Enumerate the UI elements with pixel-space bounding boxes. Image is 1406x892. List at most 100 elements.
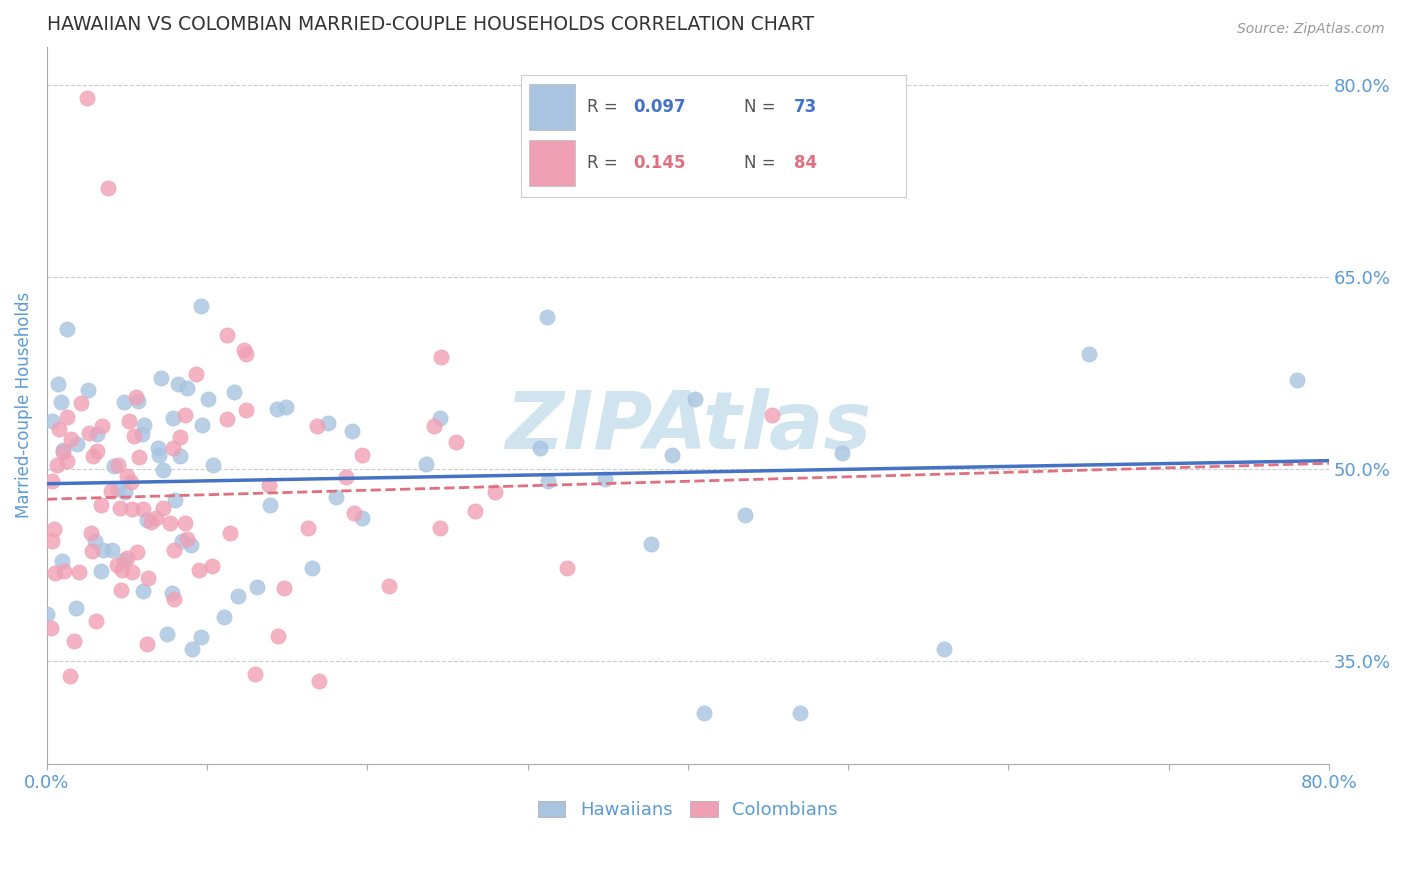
Point [934, 641, 956, 656]
Point [100, 484, 122, 499]
Point [173, 516, 195, 530]
Point [56, 454, 79, 468]
Point [44, 566, 66, 581]
Point [52, 565, 75, 579]
Point [136, 571, 159, 585]
Point [148, 448, 170, 462]
Point [42, 522, 65, 536]
Text: HAWAIIAN VS COLOMBIAN MARRIED-COUPLE HOUSEHOLDS CORRELATION CHART: HAWAIIAN VS COLOMBIAN MARRIED-COUPLE HOU… [46, 15, 814, 34]
Text: Source: ZipAtlas.com: Source: ZipAtlas.com [1237, 22, 1385, 37]
Point [156, 626, 179, 640]
Point [163, 592, 186, 607]
Point [301, 560, 323, 574]
Point [112, 394, 135, 409]
Point [257, 478, 280, 492]
Point [55, 409, 77, 424]
Point [640, 537, 662, 551]
Point [132, 502, 155, 516]
Point [190, 417, 212, 432]
Point [429, 521, 451, 535]
Point [212, 610, 235, 624]
Point [77, 426, 100, 441]
Point [118, 414, 141, 428]
Point [683, 392, 706, 406]
Point [103, 458, 125, 473]
Point [107, 458, 129, 473]
Point [308, 673, 330, 688]
Point [127, 393, 149, 408]
Point [152, 500, 174, 515]
Point [378, 579, 401, 593]
Point [131, 426, 153, 441]
Point [105, 558, 128, 572]
Point [245, 580, 267, 594]
Point [423, 419, 446, 434]
Point [39, 621, 62, 635]
Point [169, 449, 191, 463]
Point [150, 371, 173, 385]
Point [135, 513, 157, 527]
Point [190, 630, 212, 644]
Point [125, 390, 148, 404]
Point [46, 458, 69, 472]
Point [111, 563, 134, 577]
Point [201, 558, 224, 573]
Point [235, 346, 257, 360]
Point [52, 445, 75, 459]
Point [226, 589, 249, 603]
Point [593, 472, 616, 486]
Point [112, 552, 135, 566]
Point [176, 381, 198, 395]
Point [169, 430, 191, 444]
Point [693, 706, 716, 720]
Point [429, 410, 451, 425]
Point [335, 470, 357, 484]
Point [536, 474, 558, 488]
Legend: Hawaiians, Colombians: Hawaiians, Colombians [531, 794, 845, 827]
Point [110, 500, 132, 515]
Point [80, 525, 103, 540]
Point [97, 180, 120, 194]
Point [110, 582, 132, 597]
Point [101, 542, 124, 557]
Point [180, 642, 202, 657]
Point [415, 458, 437, 472]
Point [162, 442, 184, 456]
Point [76, 91, 98, 105]
Point [187, 563, 209, 577]
Point [46, 376, 69, 391]
Point [536, 310, 558, 325]
Point [49, 395, 72, 409]
Point [84, 614, 107, 628]
Point [761, 408, 783, 422]
Point [139, 515, 162, 529]
Point [128, 450, 150, 465]
Point [91, 418, 114, 433]
Point [352, 511, 374, 525]
Point [162, 586, 184, 600]
Point [51, 554, 73, 568]
Point [114, 485, 136, 500]
Point [340, 425, 363, 439]
Point [117, 469, 139, 483]
Point [167, 377, 190, 392]
Point [529, 441, 551, 455]
Point [215, 328, 238, 343]
Point [91, 542, 114, 557]
Point [464, 504, 486, 518]
Point [555, 561, 578, 575]
Point [37, 607, 59, 622]
Point [90, 565, 112, 579]
Point [201, 458, 224, 472]
Point [59, 669, 82, 683]
Point [266, 401, 288, 416]
Point [661, 448, 683, 462]
Point [145, 510, 167, 524]
Point [180, 538, 202, 552]
Point [41, 414, 63, 428]
Point [789, 706, 811, 720]
Point [219, 526, 242, 541]
Point [52, 442, 75, 457]
Point [184, 367, 207, 381]
Point [297, 521, 319, 535]
